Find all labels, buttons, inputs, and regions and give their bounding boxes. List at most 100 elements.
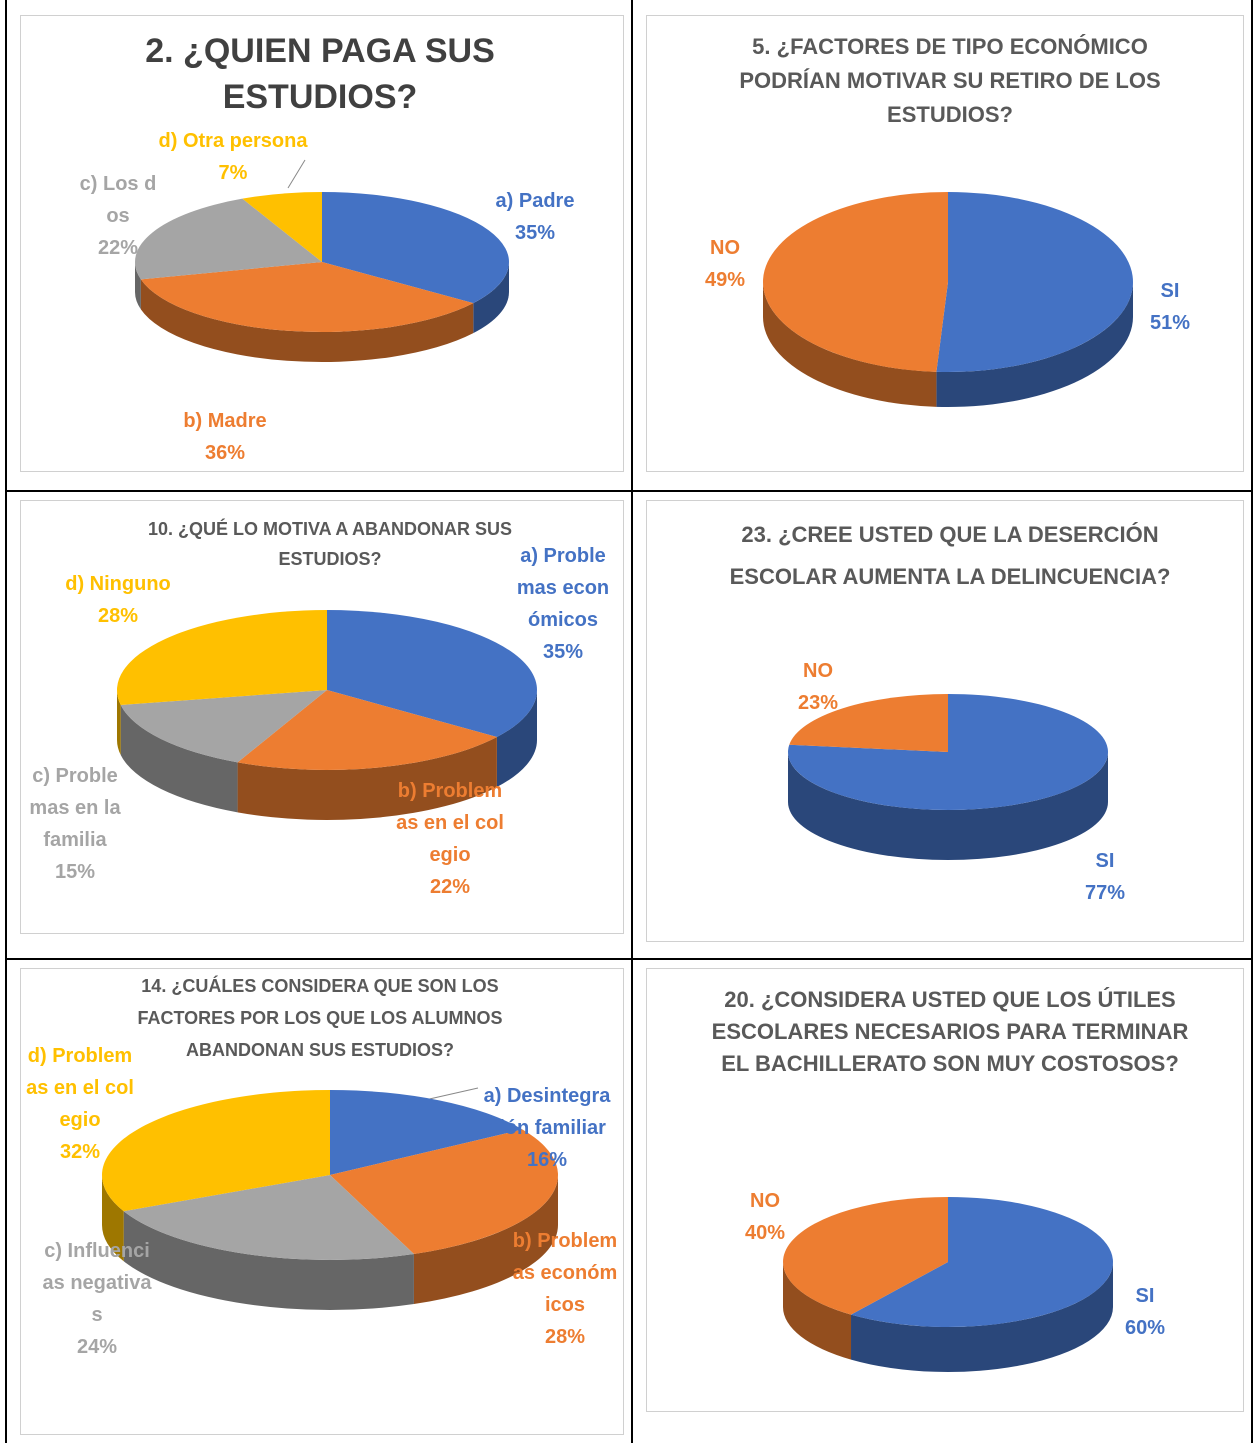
- table-rule: [5, 958, 1253, 960]
- data-label: SI 77%: [1075, 845, 1135, 909]
- label-value: 35%: [514, 222, 556, 244]
- label-name: c) Problemas en la familia: [29, 765, 121, 851]
- slice: [782, 1197, 948, 1315]
- slice: [762, 192, 948, 372]
- panel: [20, 968, 624, 1435]
- data-label: d) Problemas en el colegio 32%: [25, 1040, 135, 1168]
- label-name: NO: [750, 1190, 780, 1212]
- slice-side: [851, 1262, 1113, 1372]
- data-label: b) Madre 36%: [145, 405, 305, 469]
- data-label: SI 60%: [1115, 1280, 1175, 1344]
- label-value: 28%: [97, 605, 139, 627]
- label-name: SI: [1095, 850, 1115, 872]
- chart-title: 20. ¿CONSIDERA USTED QUE LOS ÚTILES ESCO…: [711, 987, 1189, 1076]
- label-name: b) Madre: [183, 410, 267, 432]
- label-name: SI: [1135, 1285, 1155, 1307]
- label-name: a) Padre: [495, 190, 575, 212]
- slice: [135, 198, 322, 280]
- slice: [851, 1197, 1113, 1328]
- data-label: c) Influencias negativas 24%: [42, 1235, 152, 1363]
- slice: [327, 610, 538, 738]
- slice: [789, 694, 948, 752]
- data-label: a) Desintegración familiar 16%: [482, 1080, 612, 1176]
- table-rule: [5, 490, 1253, 492]
- slice: [936, 192, 1133, 372]
- slice-side: [237, 737, 497, 820]
- slice: [120, 690, 327, 763]
- label-value: 24%: [76, 1336, 118, 1358]
- data-label: b) Problemas económicos 28%: [510, 1225, 620, 1353]
- label-value: 40%: [744, 1222, 786, 1244]
- chart-title: 2. ¿QUIEN PAGA SUS ESTUDIOS?: [145, 32, 495, 116]
- slice-side: [135, 262, 141, 310]
- slice-side: [102, 1175, 124, 1262]
- slice-side: [496, 690, 537, 788]
- data-label: SI 51%: [1140, 275, 1200, 339]
- leader-line: [424, 1087, 479, 1101]
- data-label: NO 49%: [695, 232, 755, 296]
- label-value: 60%: [1124, 1317, 1166, 1339]
- slice: [237, 690, 497, 770]
- data-label: a) Problemas económicos 35%: [513, 540, 613, 668]
- slice: [330, 1090, 523, 1175]
- label-value: 22%: [97, 237, 139, 259]
- label-value: 35%: [542, 641, 584, 663]
- slice-side: [473, 262, 509, 334]
- label-name: d) Problemas en el colegio: [26, 1045, 134, 1131]
- slice: [101, 1090, 330, 1212]
- label-name: b) Problemas económicos: [512, 1230, 618, 1316]
- panel: [646, 500, 1244, 942]
- chart-title: 14. ¿CUÁLES CONSIDERA QUE SON LOS FACTOR…: [137, 976, 503, 1060]
- label-value: 15%: [54, 861, 96, 883]
- label-value: 16%: [526, 1149, 568, 1171]
- slice: [140, 262, 474, 332]
- label-name: d) Otra persona: [158, 130, 308, 152]
- slice: [123, 1175, 414, 1261]
- slice-side: [117, 690, 121, 755]
- slice-side: [413, 1175, 558, 1305]
- label-value: 22%: [429, 876, 471, 898]
- label-name: b) Problemas en el colegio: [396, 780, 504, 866]
- label-name: c) Los dos: [79, 173, 157, 227]
- data-label: d) Otra persona 7%: [133, 125, 333, 189]
- slice: [330, 1129, 558, 1255]
- chart-title: 5. ¿FACTORES DE TIPO ECONÓMICO PODRÍAN M…: [739, 34, 1161, 127]
- slice-side: [762, 282, 937, 407]
- label-name: a) Desintegración familiar: [483, 1085, 611, 1139]
- slice: [117, 610, 327, 705]
- slice: [242, 192, 322, 262]
- chart-title: 23. ¿CREE USTED QUE LA DESERCIÓN ESCOLAR…: [729, 522, 1171, 589]
- slice-side: [783, 1262, 852, 1360]
- chart-title: 10. ¿QUÉ LO MOTIVA A ABANDONAR SUS ESTUD…: [147, 519, 513, 569]
- panel: [20, 500, 624, 934]
- label-name: a) Problemas económicos: [516, 545, 610, 631]
- data-label: c) Los dos 22%: [78, 168, 158, 264]
- label-value: 77%: [1084, 882, 1126, 904]
- data-label: a) Padre 35%: [465, 185, 605, 249]
- label-value: 7%: [218, 162, 248, 184]
- table-rule: [5, 0, 7, 1443]
- label-value: 23%: [797, 692, 839, 714]
- label-name: SI: [1160, 280, 1180, 302]
- slice: [322, 192, 509, 304]
- panel: [20, 15, 624, 472]
- table-rule: [631, 0, 633, 1443]
- label-value: 32%: [59, 1141, 101, 1163]
- slice-side: [936, 282, 1133, 407]
- label-value: 28%: [544, 1326, 586, 1348]
- slice-side: [123, 1211, 414, 1310]
- label-value: 51%: [1149, 312, 1191, 334]
- leader-line: [287, 159, 306, 189]
- table-rule: [1251, 0, 1253, 1443]
- label-value: 36%: [204, 442, 246, 464]
- slice-side: [140, 279, 474, 362]
- data-label: d) Ninguno 28%: [63, 568, 173, 632]
- data-label: NO 23%: [788, 655, 848, 719]
- slice-side: [120, 704, 238, 813]
- panel: [646, 15, 1244, 472]
- data-label: b) Problemas en el colegio 22%: [395, 775, 505, 903]
- label-name: NO: [803, 660, 833, 682]
- data-label: c) Problemas en la familia 15%: [25, 760, 125, 888]
